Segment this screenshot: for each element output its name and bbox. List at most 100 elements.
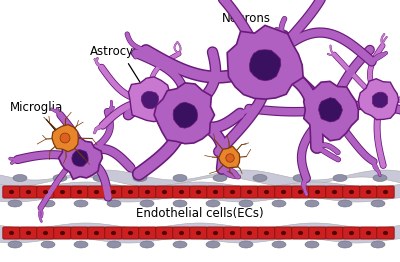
FancyBboxPatch shape <box>275 227 292 239</box>
Circle shape <box>226 154 234 162</box>
Text: Endothelial cells(ECs): Endothelial cells(ECs) <box>136 206 264 220</box>
Polygon shape <box>218 146 240 168</box>
FancyBboxPatch shape <box>139 227 156 239</box>
Ellipse shape <box>196 190 201 194</box>
Ellipse shape <box>43 190 48 194</box>
Ellipse shape <box>173 241 187 248</box>
Polygon shape <box>141 91 158 109</box>
Ellipse shape <box>298 231 303 235</box>
Ellipse shape <box>133 174 147 182</box>
Ellipse shape <box>281 190 286 194</box>
Ellipse shape <box>77 231 82 235</box>
Ellipse shape <box>128 231 133 235</box>
Ellipse shape <box>111 190 116 194</box>
Polygon shape <box>52 125 78 152</box>
Ellipse shape <box>162 190 167 194</box>
Ellipse shape <box>60 190 65 194</box>
FancyBboxPatch shape <box>343 227 360 239</box>
FancyBboxPatch shape <box>207 186 224 198</box>
Ellipse shape <box>74 241 88 248</box>
Ellipse shape <box>145 190 150 194</box>
Ellipse shape <box>93 174 107 182</box>
FancyBboxPatch shape <box>37 227 54 239</box>
Ellipse shape <box>60 231 65 235</box>
FancyBboxPatch shape <box>156 186 173 198</box>
Ellipse shape <box>179 231 184 235</box>
FancyBboxPatch shape <box>190 227 207 239</box>
FancyBboxPatch shape <box>122 227 139 239</box>
Ellipse shape <box>213 190 218 194</box>
Ellipse shape <box>332 190 337 194</box>
FancyBboxPatch shape <box>326 186 343 198</box>
Ellipse shape <box>373 174 387 182</box>
Ellipse shape <box>162 231 167 235</box>
Ellipse shape <box>9 231 14 235</box>
FancyBboxPatch shape <box>3 186 20 198</box>
Ellipse shape <box>298 190 303 194</box>
Ellipse shape <box>338 200 352 207</box>
Polygon shape <box>0 223 400 243</box>
FancyBboxPatch shape <box>224 227 241 239</box>
FancyBboxPatch shape <box>207 227 224 239</box>
Ellipse shape <box>77 190 82 194</box>
Ellipse shape <box>247 231 252 235</box>
Polygon shape <box>358 79 398 120</box>
Ellipse shape <box>107 241 121 248</box>
Ellipse shape <box>230 190 235 194</box>
Ellipse shape <box>272 200 286 207</box>
FancyBboxPatch shape <box>360 186 377 198</box>
Ellipse shape <box>349 231 354 235</box>
Ellipse shape <box>264 231 269 235</box>
Polygon shape <box>59 138 102 179</box>
FancyBboxPatch shape <box>20 186 37 198</box>
FancyBboxPatch shape <box>173 227 190 239</box>
Text: Neurons: Neurons <box>222 12 281 36</box>
Ellipse shape <box>305 241 319 248</box>
Ellipse shape <box>128 190 133 194</box>
Ellipse shape <box>74 200 88 207</box>
Ellipse shape <box>383 231 388 235</box>
Ellipse shape <box>145 231 150 235</box>
Polygon shape <box>227 25 303 99</box>
FancyBboxPatch shape <box>105 227 122 239</box>
Ellipse shape <box>366 190 371 194</box>
Ellipse shape <box>315 190 320 194</box>
FancyBboxPatch shape <box>241 186 258 198</box>
Ellipse shape <box>338 241 352 248</box>
Ellipse shape <box>272 241 286 248</box>
Polygon shape <box>304 81 358 141</box>
Ellipse shape <box>230 231 235 235</box>
Polygon shape <box>372 92 388 108</box>
Polygon shape <box>128 77 173 122</box>
FancyBboxPatch shape <box>88 227 105 239</box>
Polygon shape <box>0 182 400 202</box>
FancyBboxPatch shape <box>241 227 258 239</box>
Ellipse shape <box>239 200 253 207</box>
Ellipse shape <box>383 190 388 194</box>
Ellipse shape <box>13 174 27 182</box>
FancyBboxPatch shape <box>190 186 207 198</box>
Polygon shape <box>72 150 88 166</box>
Ellipse shape <box>26 231 31 235</box>
Polygon shape <box>318 98 342 122</box>
Ellipse shape <box>293 174 307 182</box>
FancyBboxPatch shape <box>360 227 377 239</box>
Text: Astrocytes: Astrocytes <box>90 46 152 91</box>
Ellipse shape <box>8 200 22 207</box>
Polygon shape <box>154 83 214 144</box>
Ellipse shape <box>94 190 99 194</box>
FancyBboxPatch shape <box>105 186 122 198</box>
Ellipse shape <box>9 190 14 194</box>
Ellipse shape <box>239 241 253 248</box>
Ellipse shape <box>173 174 187 182</box>
Ellipse shape <box>213 174 227 182</box>
Ellipse shape <box>196 231 201 235</box>
Ellipse shape <box>111 231 116 235</box>
Ellipse shape <box>332 231 337 235</box>
FancyBboxPatch shape <box>377 186 394 198</box>
Ellipse shape <box>366 231 371 235</box>
Ellipse shape <box>8 241 22 248</box>
Text: Microglia: Microglia <box>10 101 63 135</box>
Ellipse shape <box>247 190 252 194</box>
FancyBboxPatch shape <box>309 227 326 239</box>
